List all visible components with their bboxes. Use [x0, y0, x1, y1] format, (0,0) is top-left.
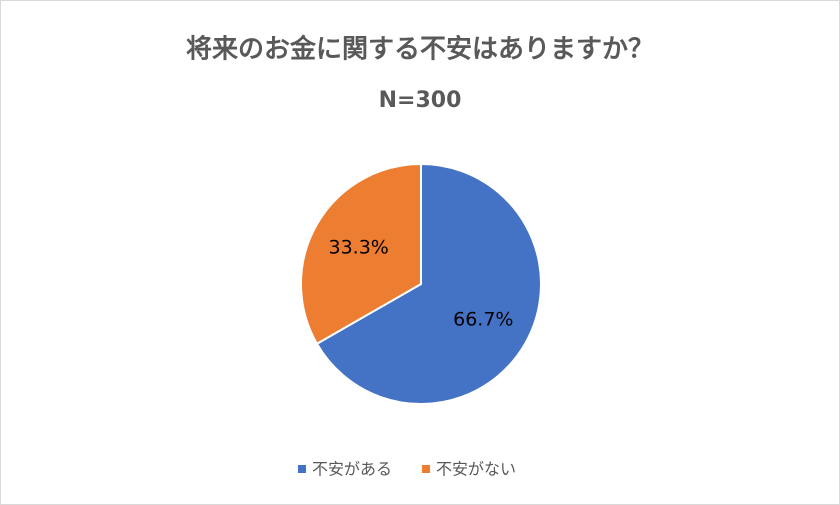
pie-slice [315, 162, 542, 405]
legend-swatch [422, 465, 431, 473]
data-label: 33.3% [329, 236, 389, 258]
chart-title: 将来のお金に関する不安はありますか？ [186, 34, 654, 65]
data-label: 66.7% [453, 309, 513, 331]
legend-label: 不安がない [436, 460, 516, 479]
pie-slice [300, 162, 422, 346]
chart-subtitle: N=300 [379, 88, 462, 113]
legend-swatch [298, 465, 306, 473]
legend-label: 不安がある [312, 460, 392, 479]
